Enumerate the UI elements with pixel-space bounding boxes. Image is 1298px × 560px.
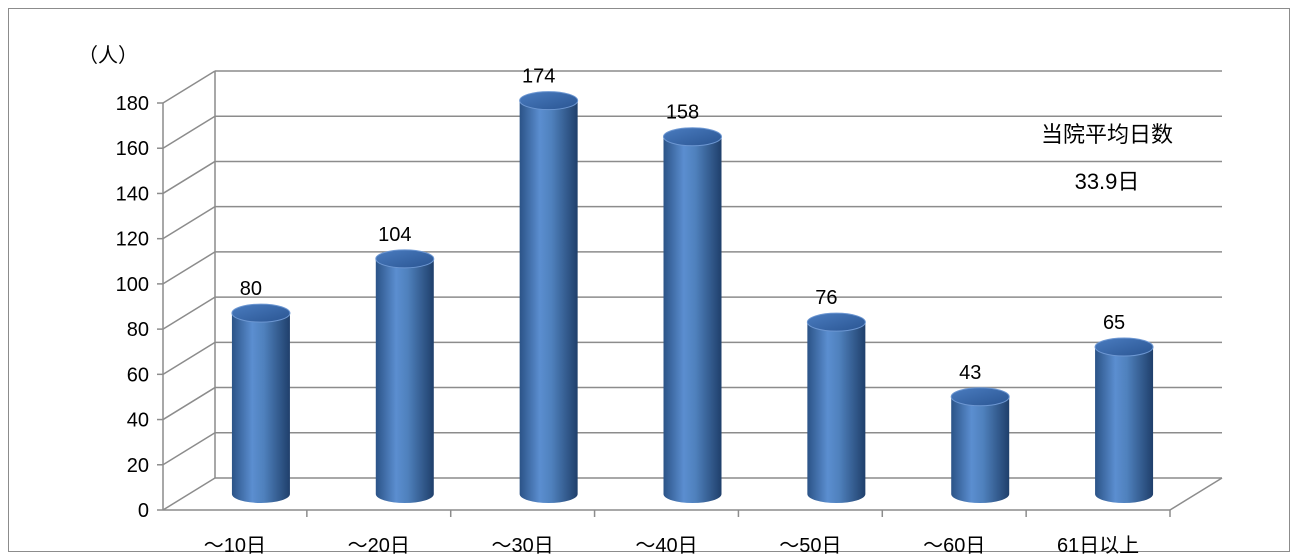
bar [231,313,290,503]
bars [231,91,1154,504]
bar-top [806,312,866,332]
y-tick-label: 120 [116,229,149,251]
bar [663,136,722,503]
bar [951,396,1010,503]
y-tick-label: 60 [127,364,149,386]
bar [1095,347,1154,503]
gridline-diagonal [162,432,216,466]
average-days-value: 33.9日 [1075,169,1140,194]
gridline-diagonal [162,477,216,511]
labels: 0 20 40 60 80 100 120 140 160 180 80 ～10日 104 ～20日 174… [116,66,1140,557]
x-tick-label: ～60日 [923,535,985,557]
data-label: 76 [815,287,837,309]
x-tick-label: ～40日 [635,535,697,557]
axes [157,102,1171,517]
gridline-diagonal [162,160,216,195]
x-tick-label: ～30日 [492,535,554,557]
x-tick-label: ～50日 [779,535,841,557]
bar [375,258,434,503]
bar [807,322,866,503]
data-label: 174 [522,66,555,88]
floor-right-edge [1169,477,1223,511]
average-days-title: 当院平均日数 [1041,122,1173,147]
y-tick-label: 180 [116,93,149,115]
data-label: 80 [240,278,262,300]
data-label: 65 [1103,312,1125,334]
bar-top [519,91,579,111]
gridline-diagonal [162,296,216,330]
y-tick-label: 40 [127,410,149,432]
y-tick-label: 80 [127,319,149,341]
y-tick-label: 0 [138,500,149,522]
bar-top [375,249,435,269]
gridline-diagonal [162,341,216,375]
bar-top [663,127,722,147]
data-label: 104 [378,224,411,246]
chart-frame [8,8,1290,552]
gridline-diagonal [162,70,216,104]
y-tick-label: 20 [127,455,149,477]
y-axis-unit-label: （人） [78,44,138,67]
x-tick-label: 61日以上 [1057,534,1139,557]
bar [519,100,578,504]
bar-top [1094,337,1154,357]
gridline-diagonal [162,386,216,421]
bar-top [231,303,291,323]
y-tick-label: 140 [116,183,149,205]
data-label: 43 [959,362,981,384]
data-label: 158 [666,102,699,124]
gridline-diagonal [162,251,216,285]
gridline-diagonal [162,206,216,240]
y-tick-label: 160 [116,138,149,160]
bar-top [950,387,1010,407]
y-tick-label: 100 [116,274,149,296]
gridline-diagonal [162,115,216,149]
x-tick-label: ～20日 [348,535,410,557]
x-tick-label: ～10日 [204,535,266,557]
